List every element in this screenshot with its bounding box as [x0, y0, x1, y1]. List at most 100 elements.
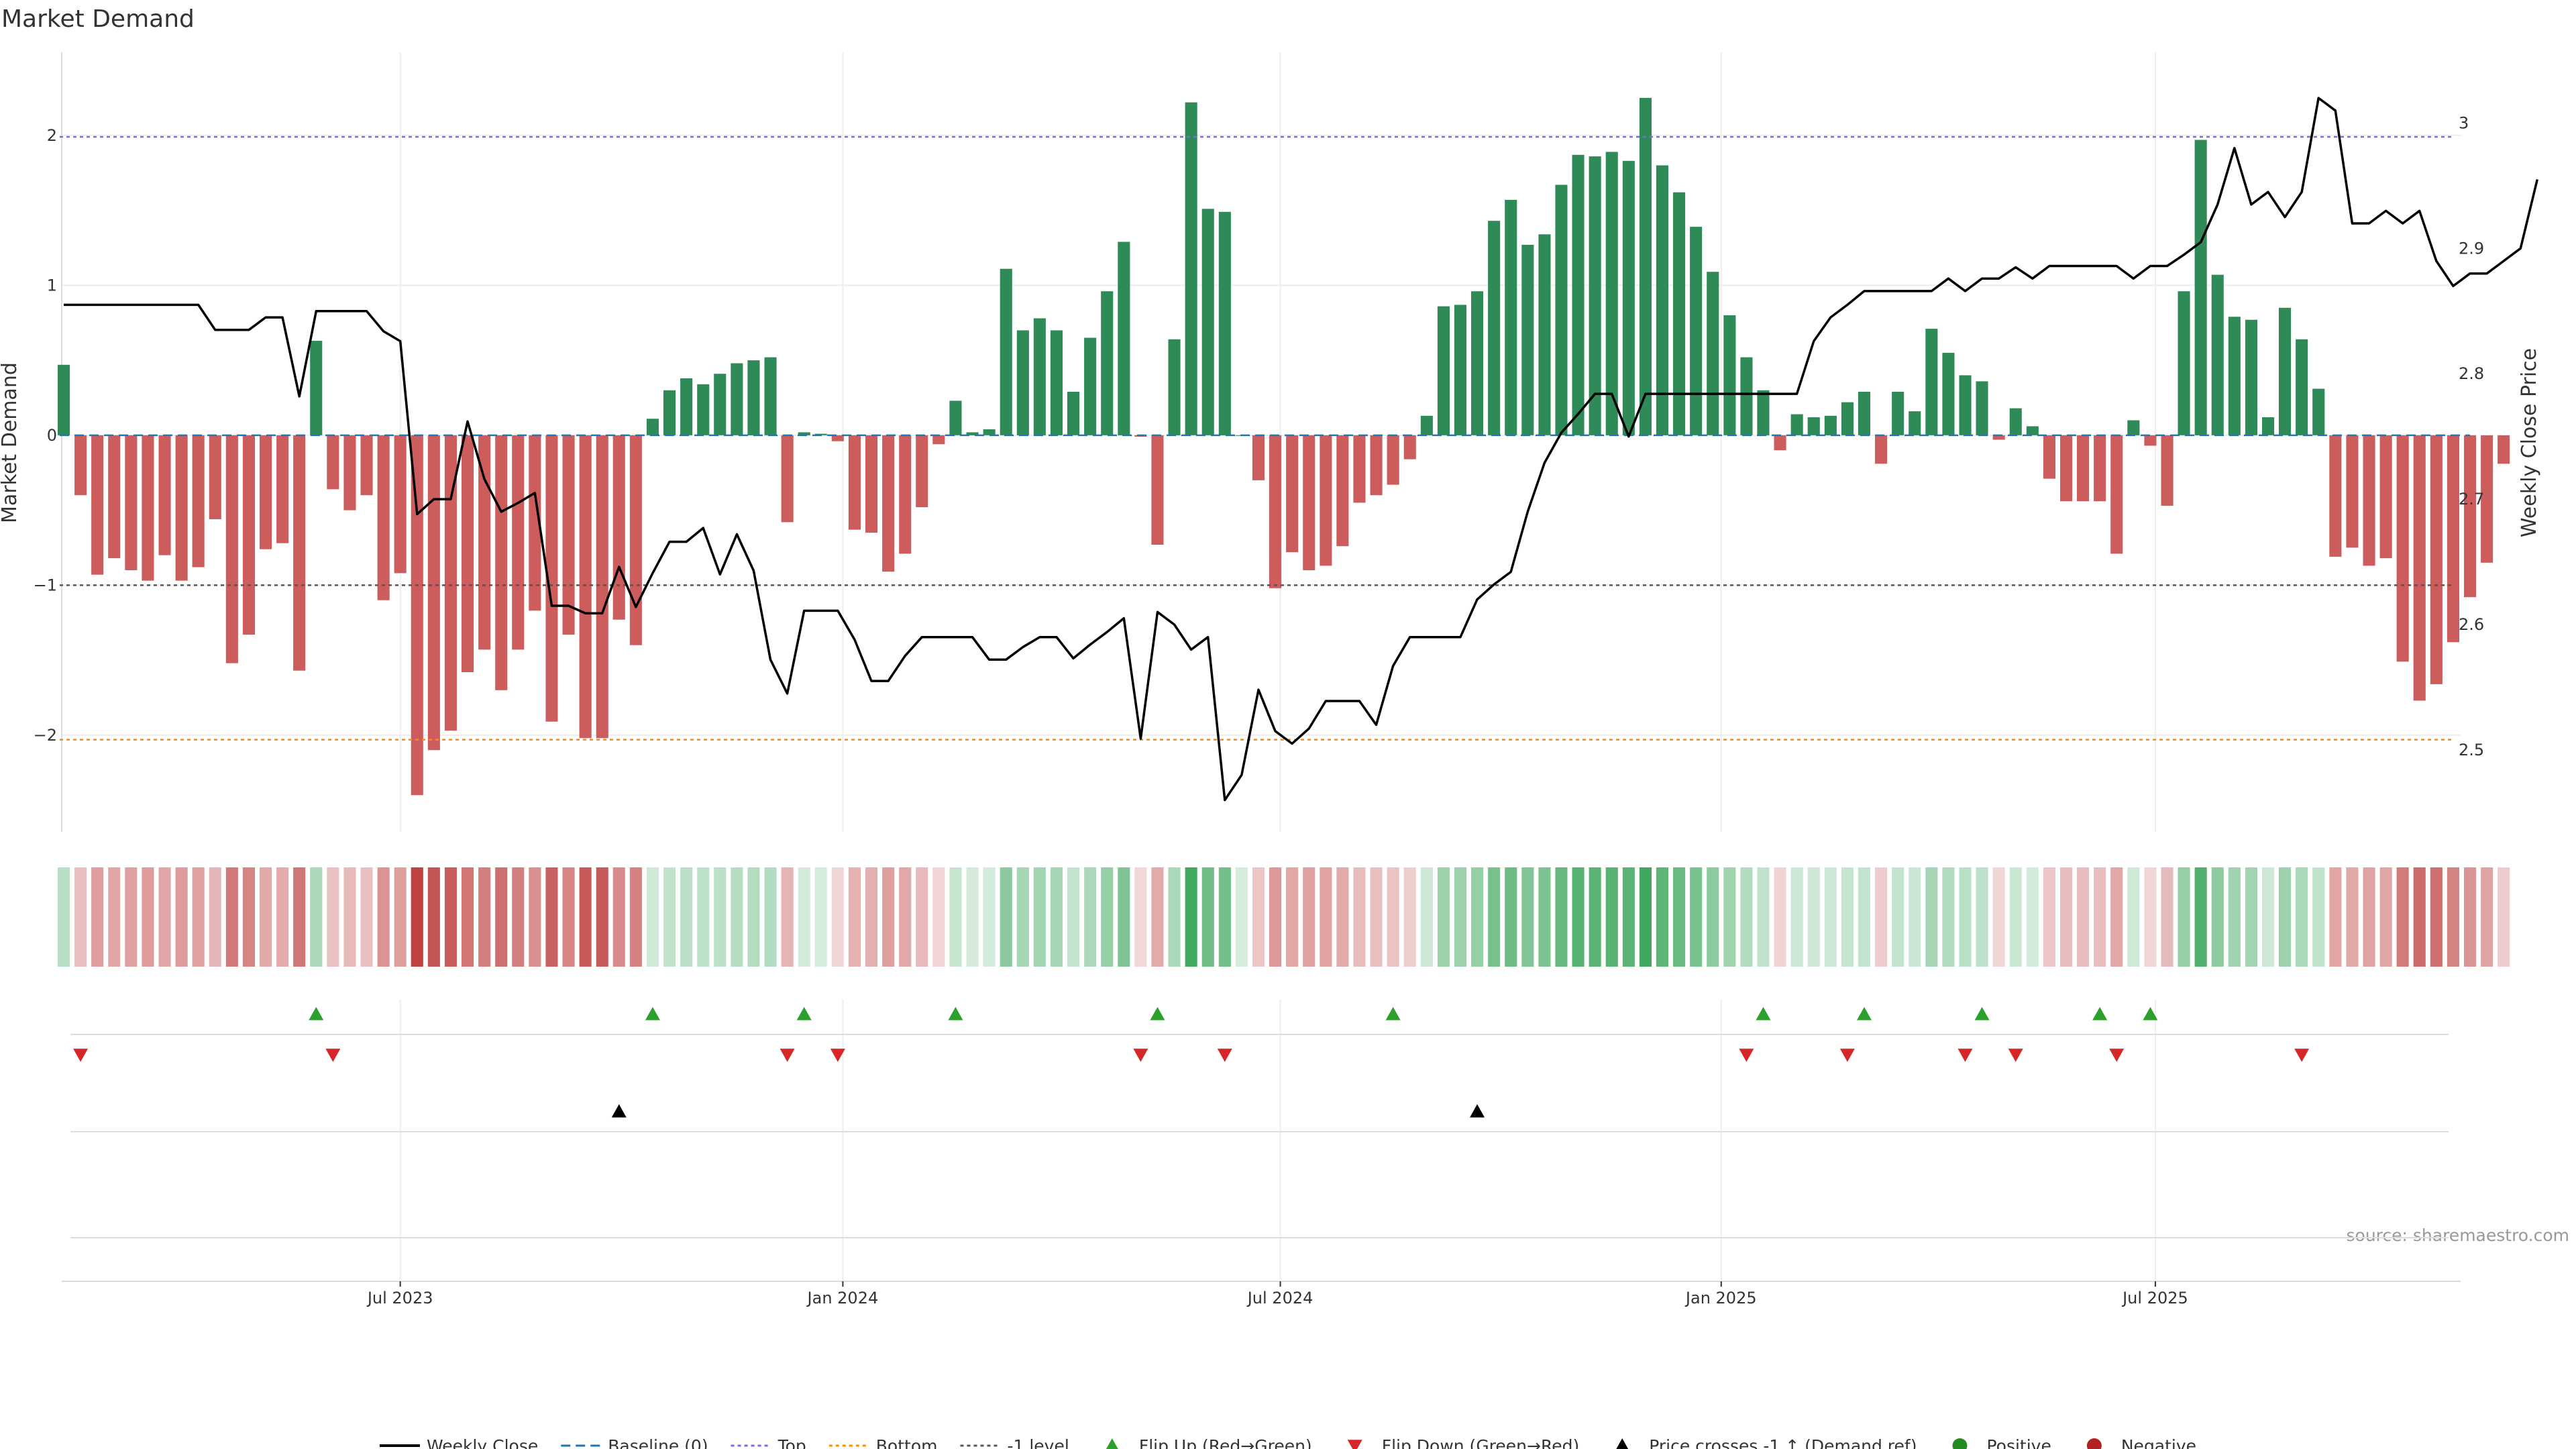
y-tick-label: 1	[47, 276, 57, 294]
demand-bar	[663, 390, 676, 435]
heat-cell	[1370, 867, 1383, 967]
legend-label: Flip Down (Green→Red)	[1382, 1436, 1580, 1449]
heat-cell	[579, 867, 592, 967]
flip-down-marker	[1839, 1049, 1855, 1062]
demand-bar	[2413, 435, 2426, 701]
heat-cell	[1690, 867, 1703, 967]
heat-cell	[2178, 867, 2190, 967]
demand-bar	[2127, 420, 2140, 435]
heat-cell	[2498, 867, 2510, 967]
demand-bar	[781, 435, 794, 523]
heat-cell	[1471, 867, 1484, 967]
heat-cell	[612, 867, 625, 967]
y2-tick-label: 2.6	[2459, 615, 2484, 634]
heat-cell	[1976, 867, 1988, 967]
chart-title: Market Demand	[1, 5, 195, 33]
demand-bar	[1790, 414, 1803, 435]
demand-bar	[2346, 435, 2359, 548]
heat-cell	[2363, 867, 2375, 967]
heat-cell	[2144, 867, 2157, 967]
demand-bar	[1151, 435, 1164, 545]
heat-cell	[1303, 867, 1316, 967]
heat-cell	[1269, 867, 1282, 967]
heat-cell	[731, 867, 743, 967]
demand-bar	[2379, 435, 2392, 559]
legend-label: Weekly Close	[427, 1436, 538, 1449]
demand-bar	[1639, 97, 1652, 435]
demand-bar	[2245, 319, 2257, 435]
legend-symbol-triangle-up	[1616, 1438, 1629, 1449]
heat-cell	[1521, 867, 1534, 967]
legend-symbol-triangle-down	[1347, 1440, 1362, 1449]
heat-cell	[596, 867, 608, 967]
x-tick-label: Jul 2024	[1246, 1289, 1313, 1307]
demand-bar	[714, 374, 727, 435]
demand-bar	[58, 364, 70, 435]
heat-cell	[260, 867, 272, 967]
demand-bar	[747, 360, 760, 435]
demand-bar	[529, 435, 541, 611]
demand-bar	[1555, 184, 1568, 435]
legend-item: Positive	[1952, 1436, 2051, 1449]
reference-lines	[60, 136, 2470, 741]
flip-down-marker	[1217, 1049, 1232, 1062]
demand-bar	[966, 432, 979, 435]
demand-bar	[1505, 199, 1517, 435]
legend-item: Top	[731, 1436, 806, 1449]
heat-cell	[276, 867, 289, 967]
heat-cell	[747, 867, 760, 967]
heat-cell	[932, 867, 945, 967]
y2-tick-label: 2.9	[2459, 239, 2484, 258]
heat-cell	[1118, 867, 1130, 967]
demand-bar	[1976, 381, 1988, 435]
heat-cell	[1336, 867, 1349, 967]
heat-cell	[343, 867, 356, 967]
heat-cell	[1925, 867, 1938, 967]
demand-bar	[1942, 352, 1955, 435]
heat-cell	[646, 867, 659, 967]
demand-bar	[2094, 435, 2106, 502]
demand-bar	[1673, 192, 1686, 435]
heat-cell	[225, 867, 238, 967]
price-cross-marker	[1470, 1104, 1485, 1118]
demand-bar	[2363, 435, 2375, 566]
demand-bar	[798, 432, 810, 435]
heat-cell	[1589, 867, 1601, 967]
heat-cell	[91, 867, 104, 967]
demand-bar	[411, 435, 423, 796]
demand-bar	[1740, 357, 1753, 435]
heat-cell	[1824, 867, 1837, 967]
demand-bar	[478, 435, 491, 650]
legend-item: Bottom	[828, 1436, 937, 1449]
heat-cell	[629, 867, 642, 967]
demand-bar	[2110, 435, 2123, 554]
heat-cell	[2379, 867, 2392, 967]
heat-cell	[1437, 867, 1450, 967]
legend: Weekly Close Baseline (0) Top Bottom -1 leve…	[379, 1436, 2196, 1449]
legend-item: -1 level	[960, 1436, 1069, 1449]
demand-bar	[276, 435, 289, 543]
heat-cell	[1353, 867, 1366, 967]
heat-cell	[2413, 867, 2426, 967]
flip-up-marker	[2143, 1007, 2158, 1020]
demand-bar	[899, 435, 912, 554]
legend-label: Price crosses -1 ↑ (Demand ref)	[1649, 1436, 1917, 1449]
demand-bar	[2060, 435, 2073, 502]
heat-cell	[1707, 867, 1719, 967]
x-tick-label: Jan 2025	[1684, 1289, 1757, 1307]
demand-bar	[1858, 392, 1870, 435]
demand-bar	[882, 435, 895, 572]
heat-cell	[74, 867, 87, 967]
demand-bar	[1016, 330, 1029, 435]
demand-bar	[680, 378, 693, 435]
heat-cell	[444, 867, 457, 967]
demand-bar	[394, 435, 407, 574]
heat-cell	[192, 867, 205, 967]
heat-cell	[2211, 867, 2224, 967]
heat-cell	[411, 867, 423, 967]
heat-cell	[1320, 867, 1332, 967]
demand-bar	[2279, 307, 2292, 435]
flip-down-marker	[780, 1049, 795, 1062]
heat-cell	[1909, 867, 1921, 967]
